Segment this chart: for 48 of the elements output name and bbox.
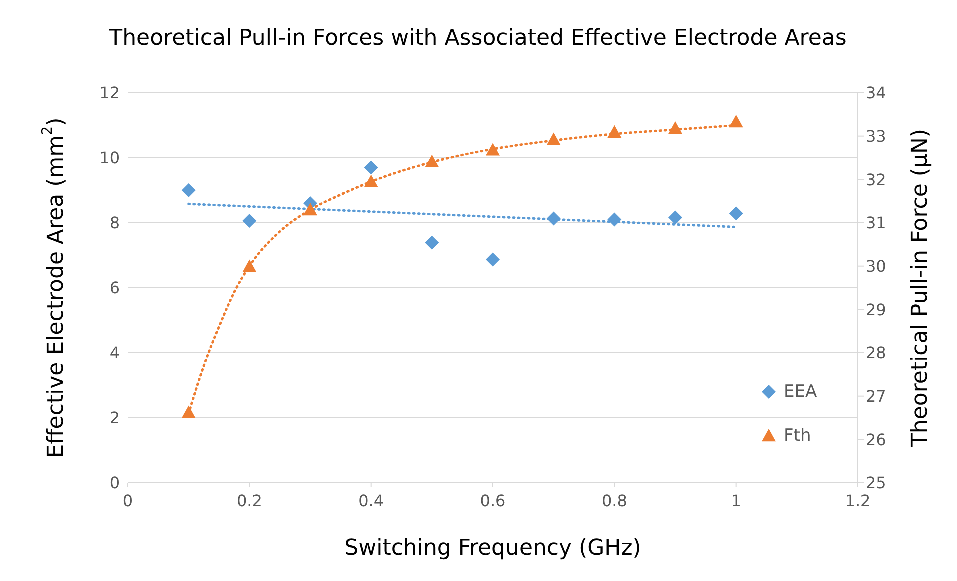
- y2-tick-label: 28: [866, 344, 886, 363]
- point: [425, 154, 440, 168]
- y2-tick-label: 27: [866, 387, 886, 406]
- y2-tick-label: 32: [866, 170, 886, 190]
- x-tick-label: 1.2: [845, 491, 871, 510]
- point: [425, 236, 440, 250]
- y2-tick-label: 30: [866, 257, 886, 276]
- y2-axis-title: Theoretical Pull-in Force (µN): [908, 128, 932, 448]
- point: [304, 203, 318, 216]
- x-tick-label: 0: [122, 491, 134, 510]
- y-tick-label: 0: [110, 474, 120, 493]
- point: [364, 160, 378, 175]
- y-tick-label: 6: [110, 278, 120, 298]
- chart-title: Theoretical Pull-in Forces with Associated Effective Electrode Areas: [108, 26, 848, 51]
- y-tick-label: 4: [110, 344, 120, 363]
- x-tick-label: 1: [731, 491, 742, 510]
- point: [668, 122, 682, 134]
- x-tick-label: 0.2: [236, 491, 262, 510]
- point: [242, 260, 257, 272]
- x-axis-title: Switching Frequency (GHz): [344, 536, 642, 560]
- point: [182, 184, 196, 198]
- point: [486, 143, 500, 156]
- point: [182, 406, 196, 418]
- x-tick-label: 0.8: [602, 491, 628, 510]
- y-tick-label: 8: [110, 214, 120, 233]
- point: [668, 210, 682, 225]
- point: [364, 174, 378, 188]
- point: [546, 132, 561, 146]
- x-tick-label: 0.4: [358, 491, 384, 510]
- y2-tick-label: 31: [866, 214, 886, 233]
- point: [608, 212, 622, 227]
- point: [608, 125, 622, 138]
- y2-tick-label: 33: [866, 127, 886, 146]
- y-tick-label: 12: [100, 84, 120, 103]
- legend-label: EEA: [784, 382, 818, 402]
- y2-tick-label: 25: [866, 474, 886, 493]
- point: [546, 212, 561, 226]
- y-tick-label: 10: [100, 148, 120, 168]
- y2-tick-label: 26: [866, 430, 886, 450]
- point: [242, 214, 257, 228]
- x-tick-label: 0.6: [480, 491, 506, 510]
- y2-tick-label: 34: [866, 84, 886, 103]
- y2-tick-label: 29: [866, 300, 886, 320]
- point: [729, 206, 744, 221]
- legend-label: Fth: [784, 426, 812, 446]
- y-tick-label: 2: [110, 408, 120, 428]
- point: [486, 252, 500, 267]
- point: [729, 115, 744, 128]
